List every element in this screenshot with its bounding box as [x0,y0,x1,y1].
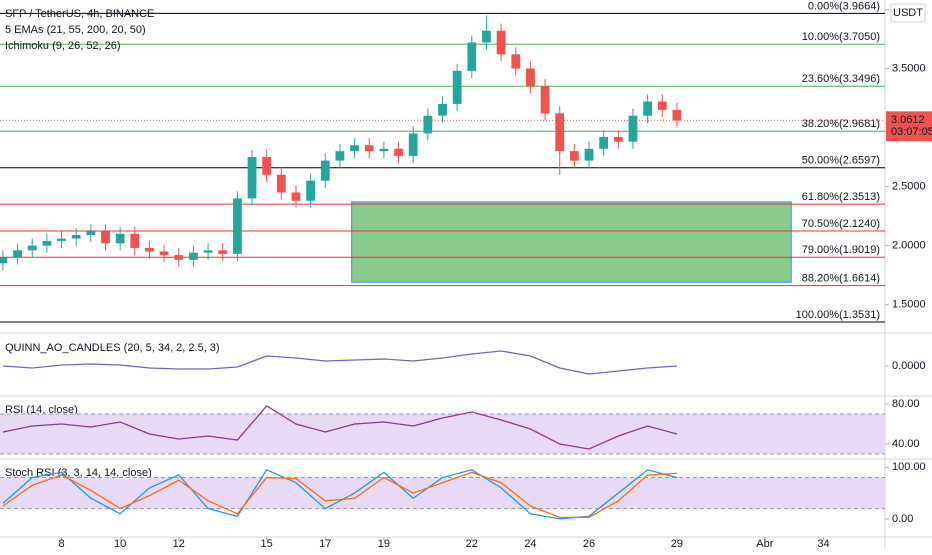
candle-body [218,250,228,254]
candle-body [438,103,447,116]
fib-label: 10.00%(3.7050) [802,31,880,43]
candle-body [452,70,462,104]
candle-body [27,245,37,251]
candle-body [189,252,198,260]
symbol-title: SFP / TetherUS, 4h, BINANCE [5,8,154,20]
y-tick-label: 2.5000 [892,180,926,192]
candle-body [482,30,491,43]
candle-body [262,157,272,175]
candle-body [320,160,330,181]
candle-body [555,113,565,152]
x-tick-label: 29 [671,538,683,550]
currency-box [890,3,926,23]
candle-body [350,145,359,152]
band [0,414,885,454]
candle-body [232,198,242,254]
candle-body [276,174,286,193]
currency-label: USDT [893,7,923,19]
candle-body [540,86,550,114]
fib-label: 70.50%(2.1240) [802,218,880,230]
indicator-label: 5 EMAs (21, 55, 200, 20, 50) [5,24,146,36]
candle-body [130,233,140,248]
candle-body [291,192,301,201]
x-tick-label: 17 [319,538,331,550]
pane-title: QUINN_AO_CANDLES (20, 5, 34, 2, 2.5, 3) [5,342,220,354]
fib-label: 100.00%(1.3531) [796,309,880,321]
fib-label: 79.00%(1.9019) [802,244,880,256]
candle-body [496,30,506,55]
candle-body [526,68,535,87]
candle-body [364,145,374,152]
series-line [2,468,678,520]
candle-body [569,151,579,161]
series-line [2,405,678,450]
y-tick-label: 0.00 [892,513,913,525]
candle-body [408,133,418,156]
series-line [2,350,677,375]
x-tick-label: 10 [114,538,126,550]
fib-label: 61.80%(2.3513) [802,191,880,203]
y-tick-label: 1.5000 [892,299,926,311]
series-line [2,471,677,519]
candle-body [394,148,403,156]
x-tick-label: 22 [466,538,478,550]
candle-body [511,54,521,69]
x-tick-label: Abr [756,538,773,550]
candle-body [71,234,81,239]
fib-label: 88.20%(1.6614) [802,273,880,285]
position-box [351,201,792,283]
x-tick-label: 15 [261,538,273,550]
candle-body [174,255,184,260]
fib-label: 38.20%(2.9681) [802,118,880,130]
fib-label: 23.60%(3.3496) [802,73,880,85]
fib-label: 0.00%(3.9664) [808,0,880,12]
x-tick-label: 24 [524,538,536,550]
candle-body [145,247,154,252]
last-price-label: 3.0612 [891,114,925,126]
x-tick-label: 26 [583,538,595,550]
last-price-box [886,111,932,142]
candle-body [247,157,257,199]
candle-body [57,238,66,241]
candle-body [13,250,22,258]
candle-body [203,250,213,253]
candle-body [335,151,345,161]
y-tick-label: 100.00 [892,461,926,473]
candle-body [657,101,667,110]
candle-body [379,148,389,152]
candle-body [467,42,477,71]
candle-body [423,115,433,134]
candle-body [86,231,96,235]
y-tick-label: 2.0000 [892,240,926,252]
x-tick-label: 19 [378,538,390,550]
x-tick-label: 8 [58,538,64,550]
candle-body [101,231,110,244]
candle-body [643,101,653,116]
y-tick-label: 3.5000 [892,62,926,74]
candle-body [159,251,169,256]
candle-body [584,148,594,161]
candle-body [628,115,638,142]
candle-body [599,136,609,149]
x-tick-label: 34 [817,538,829,550]
y-tick-label: 80.00 [892,398,920,410]
indicator-label: Ichimoku (9, 26, 52, 26) [5,40,121,52]
countdown-label: 03:07:05 [891,126,932,138]
fib-label: 50.00%(2.6597) [802,155,880,167]
candle-body [0,257,8,264]
y-tick-label: 0.0000 [892,360,926,372]
x-tick-label: 12 [173,538,185,550]
pane-title: RSI (14, close) [5,404,78,416]
candle-body [115,233,125,244]
candle-body [613,136,623,142]
candle-body [306,180,316,201]
candle-body [42,240,52,246]
y-tick-label: 40.00 [892,438,920,450]
candle-body [672,109,682,121]
